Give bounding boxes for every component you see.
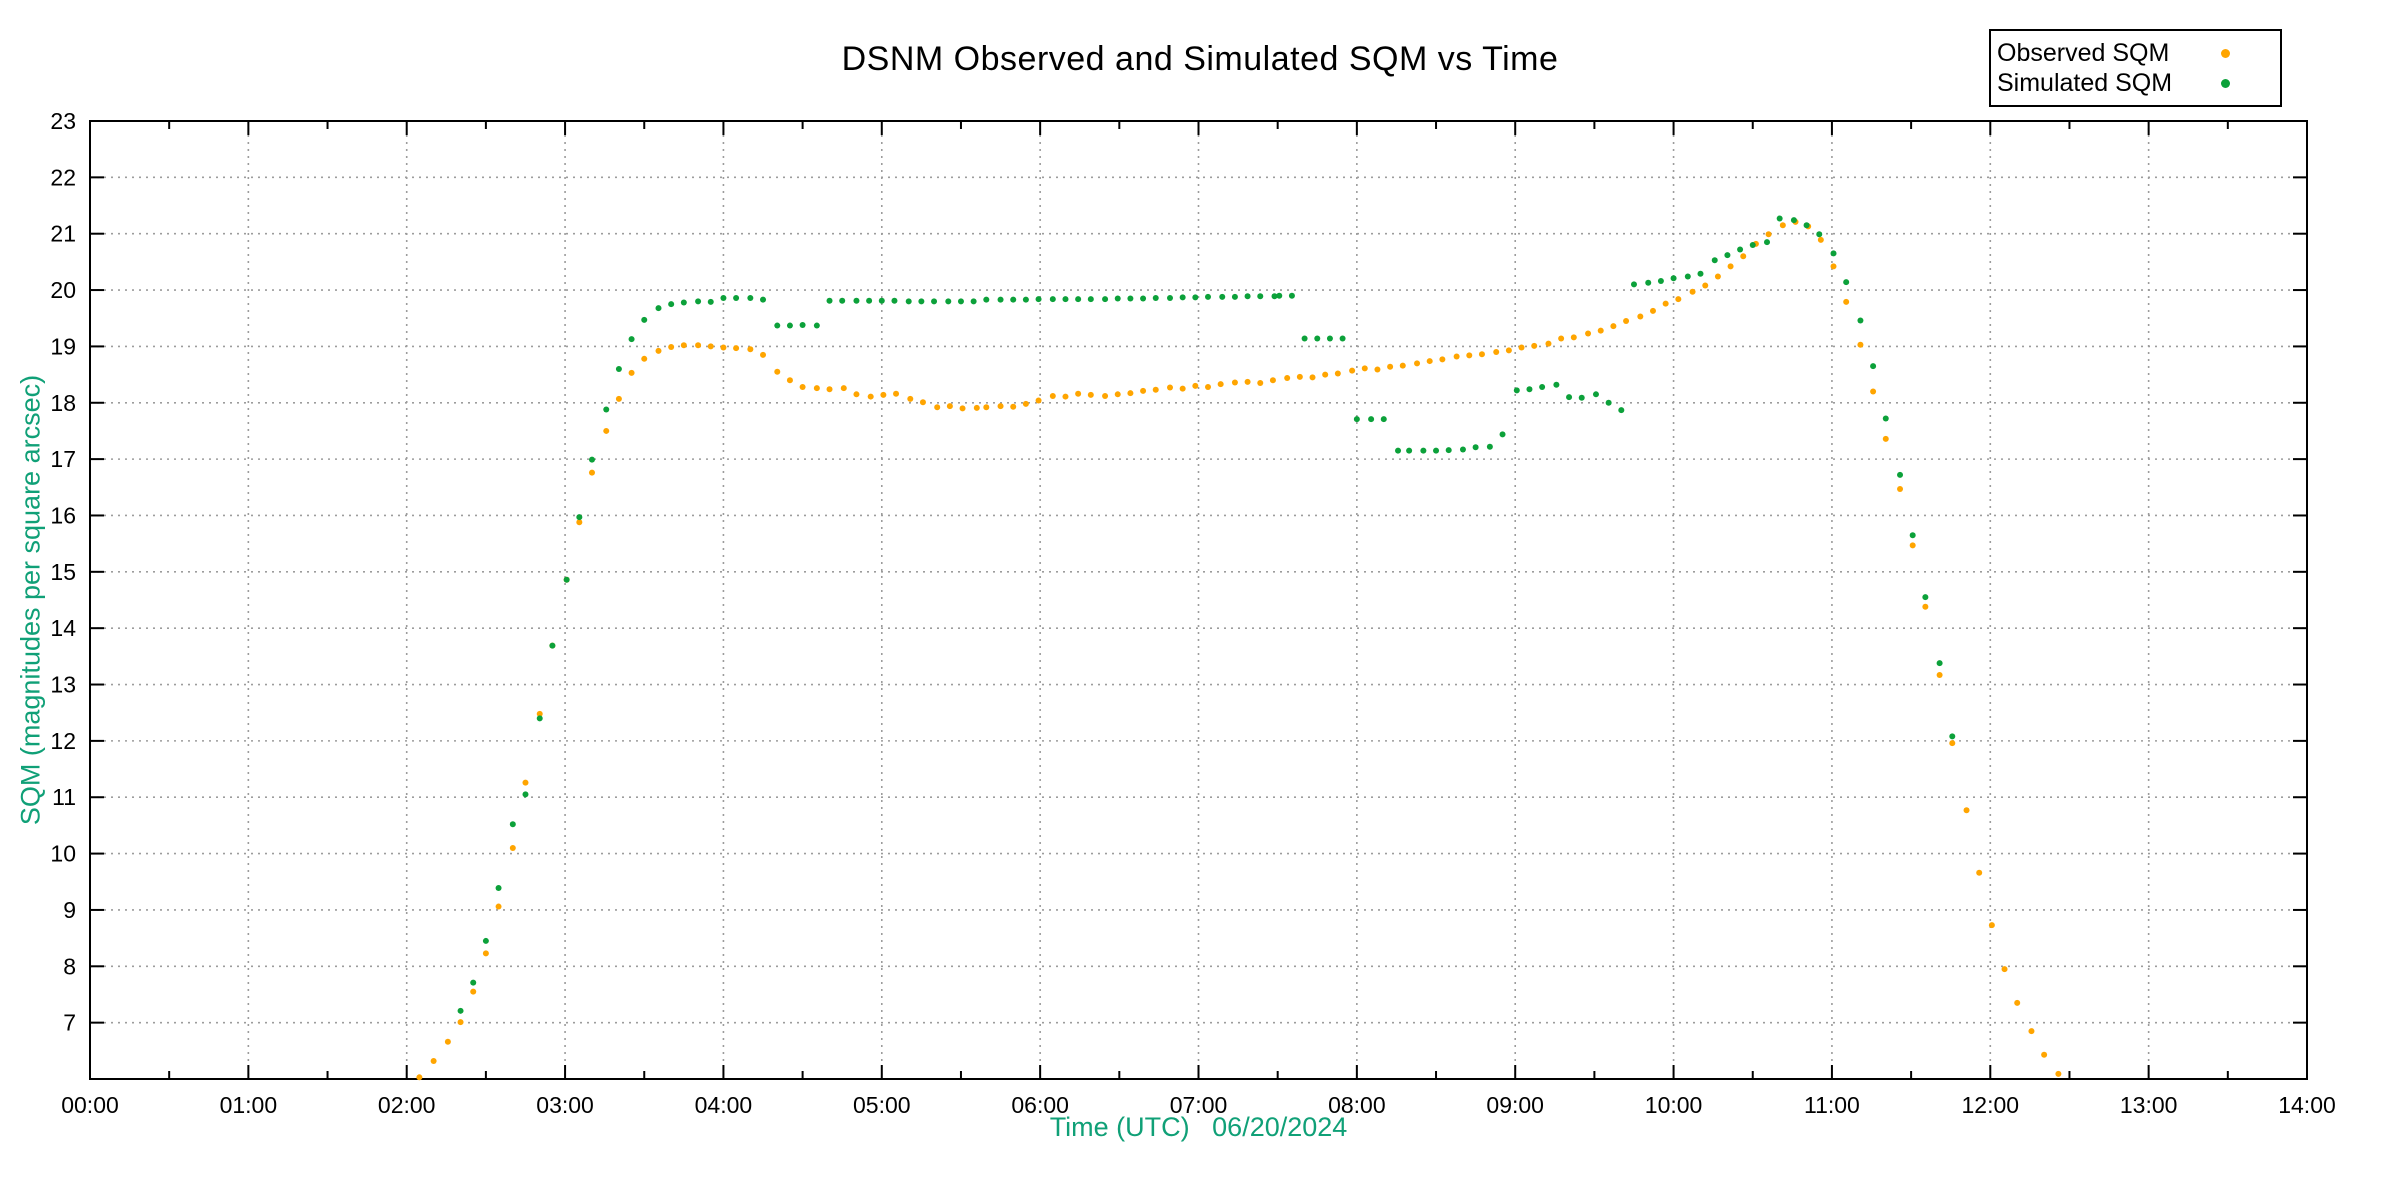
svg-text:12:00: 12:00 [1962, 1092, 2020, 1118]
svg-text:13: 13 [50, 672, 76, 698]
svg-text:23: 23 [50, 108, 76, 134]
chart-title: DSNM Observed and Simulated SQM vs Time [841, 40, 1559, 78]
svg-text:11:00: 11:00 [1804, 1092, 1860, 1118]
svg-text:21: 21 [50, 221, 76, 247]
svg-text:22: 22 [50, 164, 76, 190]
svg-text:7: 7 [63, 1010, 76, 1036]
svg-text:03:00: 03:00 [536, 1092, 594, 1118]
legend-label-simulated-sqm: Simulated SQM [1997, 68, 2173, 97]
svg-text:17: 17 [50, 446, 76, 472]
simulated-sqm-marker-icon [2221, 78, 2230, 88]
svg-text:04:00: 04:00 [695, 1092, 753, 1118]
svg-text:19: 19 [50, 333, 76, 359]
svg-text:14:00: 14:00 [2278, 1092, 2336, 1118]
observed-sqm-marker-icon [2221, 48, 2230, 58]
svg-text:08:00: 08:00 [1328, 1092, 1386, 1118]
svg-text:12: 12 [50, 728, 76, 754]
legend-item-simulated-sqm: Simulated SQM [1991, 68, 2280, 98]
svg-text:8: 8 [63, 953, 76, 979]
legend: Observed SQM Simulated SQM [1989, 29, 2282, 107]
legend-item-observed-sqm: Observed SQM [1991, 38, 2280, 68]
svg-text:07:00: 07:00 [1170, 1092, 1228, 1118]
x-axis-label: Time (UTC) 06/20/2024 [1049, 1112, 1348, 1142]
svg-text:09:00: 09:00 [1486, 1092, 1544, 1118]
svg-text:05:00: 05:00 [853, 1092, 911, 1118]
svg-text:15: 15 [50, 559, 76, 585]
svg-text:20: 20 [50, 277, 76, 303]
svg-text:14: 14 [50, 615, 76, 641]
svg-text:9: 9 [63, 897, 76, 923]
svg-text:06:00: 06:00 [1011, 1092, 1069, 1118]
svg-text:18: 18 [50, 390, 76, 416]
svg-text:13:00: 13:00 [2120, 1092, 2178, 1118]
y-axis-label: SQM (magnitudes per square arcsec) [15, 374, 46, 826]
svg-text:02:00: 02:00 [378, 1092, 436, 1118]
svg-text:00:00: 00:00 [61, 1092, 119, 1118]
legend-label-observed-sqm: Observed SQM [1997, 38, 2170, 67]
svg-text:11: 11 [52, 784, 76, 810]
svg-text:10: 10 [50, 841, 76, 867]
svg-text:10:00: 10:00 [1645, 1092, 1703, 1118]
svg-text:16: 16 [50, 502, 76, 528]
svg-text:01:00: 01:00 [220, 1092, 278, 1118]
